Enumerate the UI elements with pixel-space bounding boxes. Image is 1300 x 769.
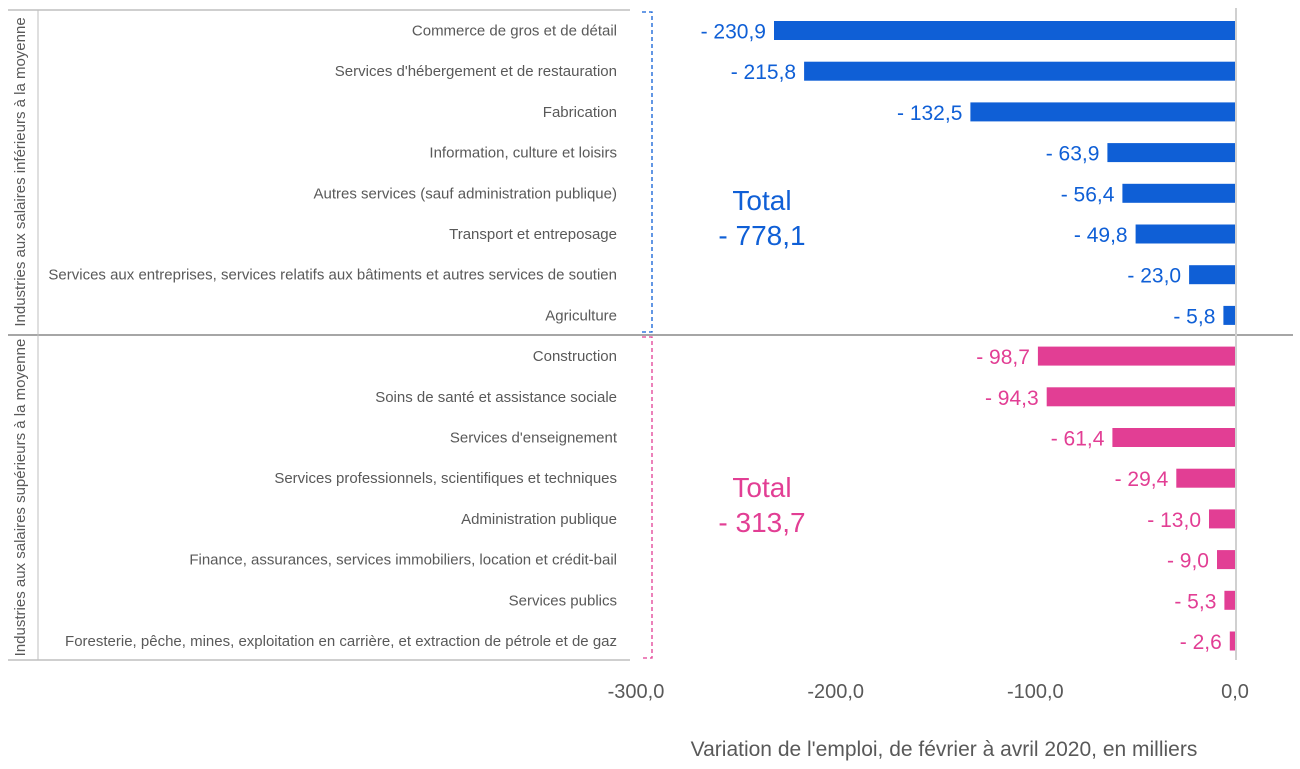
- data-label: - 63,9: [1046, 143, 1100, 166]
- data-label: - 49,8: [1074, 224, 1128, 247]
- category-label: Soins de santé et assistance sociale: [375, 389, 617, 406]
- category-label: Transport et entreposage: [449, 226, 617, 243]
- category-labels: Commerce de gros et de détail Services d'…: [48, 23, 617, 651]
- data-label: - 61,4: [1051, 428, 1105, 451]
- category-label: Administration publique: [461, 511, 617, 528]
- total-labels: Total - 778,1 Total - 313,7: [718, 185, 805, 538]
- category-label: Services aux entreprises, services relat…: [48, 267, 617, 284]
- x-tick-label: -100,0: [1007, 681, 1064, 703]
- x-axis-title: Variation de l'emploi, de février à avri…: [691, 738, 1198, 761]
- bar: [804, 61, 1235, 81]
- data-label: - 5,8: [1173, 305, 1215, 328]
- bar: [1224, 590, 1235, 610]
- bar: [1189, 265, 1235, 285]
- bar: [1135, 224, 1235, 244]
- data-label: - 5,3: [1174, 590, 1216, 613]
- data-label: - 29,4: [1115, 468, 1169, 491]
- data-label: - 56,4: [1061, 183, 1115, 206]
- category-label: Fabrication: [543, 104, 617, 121]
- x-tick-labels: -300,0 -200,0 -100,0 0,0: [608, 681, 1249, 703]
- bar: [1223, 305, 1235, 325]
- group-labels: Industries aux salaires inférieurs à la …: [12, 11, 653, 659]
- axis-lines: [8, 8, 1293, 661]
- category-label: Information, culture et loisirs: [429, 145, 617, 162]
- x-tick-label: -200,0: [807, 681, 864, 703]
- bar: [1107, 143, 1235, 163]
- data-label: - 132,5: [897, 102, 962, 125]
- bar: [970, 102, 1235, 122]
- category-label: Services publics: [509, 592, 617, 609]
- bar: [1112, 428, 1235, 447]
- category-label: Autres services (sauf administration pub…: [314, 185, 617, 202]
- total-value: - 778,1: [718, 220, 805, 251]
- data-label: - 230,9: [701, 21, 766, 44]
- total-title: Total: [732, 185, 791, 216]
- category-label: Commerce de gros et de détail: [412, 23, 617, 40]
- data-label: - 215,8: [731, 61, 796, 84]
- data-label: - 2,6: [1180, 631, 1222, 654]
- bar: [1176, 468, 1235, 488]
- x-tick-label: 0,0: [1221, 681, 1249, 703]
- data-label: - 98,7: [976, 346, 1030, 369]
- bar: [774, 21, 1235, 40]
- group-bracket: [642, 11, 653, 333]
- x-tick-label: -300,0: [608, 681, 665, 703]
- bar: [1209, 509, 1235, 529]
- total-value: - 313,7: [718, 507, 805, 538]
- data-label: - 13,0: [1147, 509, 1201, 532]
- group-label: Industries aux salaires inférieurs à la …: [12, 17, 29, 326]
- category-label: Agriculture: [545, 307, 617, 324]
- bar: [1229, 631, 1235, 651]
- group-bracket: [642, 336, 653, 659]
- data-label: - 9,0: [1167, 550, 1209, 573]
- bars-layer: [774, 21, 1235, 651]
- category-label: Services d'hébergement et de restauratio…: [335, 63, 617, 80]
- category-label: Finance, assurances, services immobilier…: [189, 552, 617, 569]
- data-label: - 23,0: [1127, 265, 1181, 288]
- data-label: - 94,3: [985, 387, 1039, 410]
- bar: [1217, 550, 1235, 570]
- category-label: Services d'enseignement: [450, 430, 618, 447]
- category-label: Construction: [533, 348, 617, 365]
- total-title: Total: [732, 472, 791, 503]
- bar: [1122, 183, 1235, 203]
- bar: [1037, 346, 1235, 366]
- bar: [1046, 387, 1235, 407]
- value-labels: - 230,9 - 215,8 - 132,5 - 63,9 - 56,4 - 49,8 -…: [701, 21, 1222, 655]
- group-label: Industries aux salaires supérieurs à la …: [12, 339, 29, 657]
- category-label: Foresterie, pêche, mines, exploitation e…: [65, 633, 617, 650]
- category-label: Services professionnels, scientifiques e…: [274, 470, 617, 487]
